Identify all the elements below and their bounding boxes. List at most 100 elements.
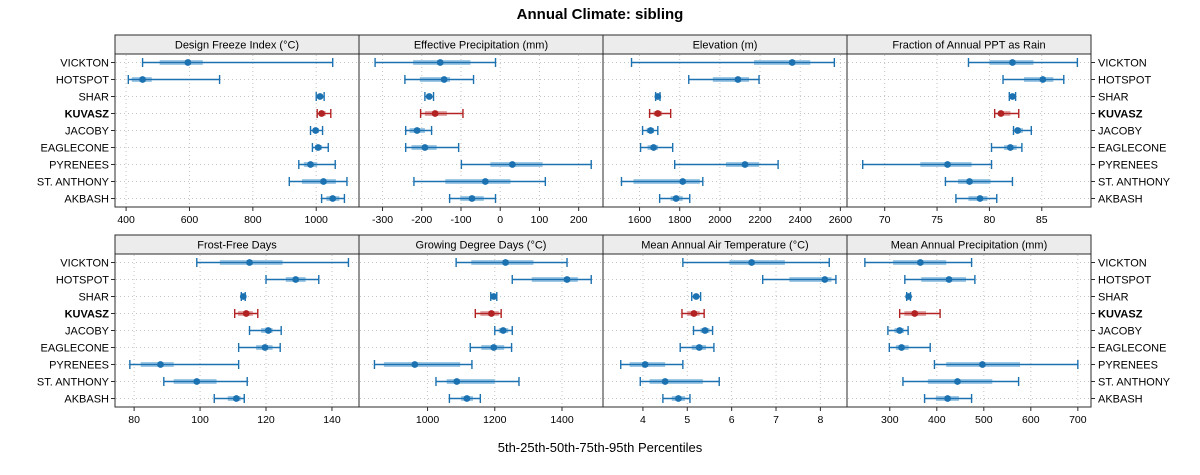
panel: Elevation (m) 1600 1800 2000 2200 2400 2600 bbox=[602, 34, 852, 226]
interval-row bbox=[967, 58, 1079, 67]
site-label-right: AKBASH bbox=[1098, 194, 1143, 206]
panel-strip-title: Mean Annual Air Temperature (°C) bbox=[641, 240, 808, 252]
interval-row bbox=[213, 394, 245, 403]
interval-row bbox=[993, 109, 1020, 118]
interval-row bbox=[316, 109, 332, 118]
median-dot bbox=[905, 293, 912, 300]
median-dot bbox=[508, 161, 516, 168]
median-dot bbox=[436, 59, 444, 66]
interval-row bbox=[413, 177, 547, 186]
interval-row bbox=[265, 275, 320, 284]
site-label-left: SHAR bbox=[78, 292, 109, 304]
x-tick-label: 5 bbox=[684, 414, 690, 426]
x-tick-label: 2200 bbox=[748, 214, 772, 226]
median-dot bbox=[672, 195, 680, 202]
panel-strip-title: Frost-Free Days bbox=[197, 240, 277, 252]
site-label-left: ST. ANTHONY bbox=[37, 177, 110, 189]
interval-row bbox=[682, 258, 830, 267]
median-dot bbox=[481, 178, 489, 185]
median-dot bbox=[898, 344, 905, 351]
interval-row bbox=[990, 143, 1023, 152]
x-tick-label: 300 bbox=[881, 414, 899, 426]
interval-row bbox=[864, 258, 973, 267]
median-dot bbox=[675, 395, 682, 402]
x-tick-label: 200 bbox=[570, 214, 588, 226]
x-tick-label: 85 bbox=[1036, 214, 1048, 226]
median-dot bbox=[499, 327, 507, 334]
median-dot bbox=[679, 178, 687, 185]
x-tick-label: 1000 bbox=[305, 214, 329, 226]
interval-row bbox=[239, 292, 247, 301]
site-label-right: PYRENEES bbox=[1098, 360, 1158, 372]
interval-row bbox=[641, 126, 659, 135]
x-tick-label: -200 bbox=[411, 214, 432, 226]
interval-row bbox=[419, 109, 464, 118]
x-tick-label: 400 bbox=[928, 414, 946, 426]
x-tick-label: 600 bbox=[1022, 414, 1040, 426]
x-tick-label: 75 bbox=[931, 214, 943, 226]
site-label-right: JACOBY bbox=[1098, 126, 1143, 138]
median-dot bbox=[232, 395, 240, 402]
interval-row bbox=[448, 194, 497, 203]
median-dot bbox=[654, 93, 662, 100]
x-tick-label: 80 bbox=[984, 214, 996, 226]
interval-row bbox=[129, 360, 240, 369]
interval-row bbox=[923, 394, 973, 403]
site-label-right: ST. ANTHONY bbox=[1098, 177, 1171, 189]
interval-row bbox=[469, 343, 513, 352]
site-label-left: VICKTON bbox=[60, 258, 109, 270]
interval-row bbox=[679, 343, 715, 352]
median-dot bbox=[490, 293, 498, 300]
site-label-left: SHAR bbox=[78, 92, 109, 104]
panel-strip-title: Elevation (m) bbox=[693, 40, 758, 52]
site-label-left: HOTSPOT bbox=[56, 75, 109, 87]
median-dot bbox=[954, 378, 961, 385]
median-dot bbox=[821, 276, 829, 283]
x-tick-label: 140 bbox=[323, 414, 341, 426]
median-dot bbox=[1014, 127, 1022, 134]
interval-row bbox=[315, 92, 325, 101]
site-label-right: SHAR bbox=[1098, 292, 1129, 304]
x-tick-label: -300 bbox=[372, 214, 393, 226]
median-dot bbox=[320, 178, 327, 185]
interval-row bbox=[944, 177, 1014, 186]
median-dot bbox=[641, 361, 649, 368]
median-dot bbox=[329, 195, 337, 202]
interval-row bbox=[163, 377, 248, 386]
interval-row bbox=[898, 309, 941, 318]
median-dot bbox=[741, 161, 749, 168]
x-axis-caption: 5th-25th-50th-75th-95th Percentiles bbox=[497, 440, 703, 455]
median-dot bbox=[193, 378, 201, 385]
panel: Growing Degree Days (°C) 1000 1200 1400 bbox=[358, 234, 604, 426]
panel-strip-title: Growing Degree Days (°C) bbox=[416, 240, 547, 252]
interval-row bbox=[662, 394, 691, 403]
interval-row bbox=[692, 326, 714, 335]
site-label-right: EAGLECONE bbox=[1098, 143, 1166, 155]
median-dot bbox=[421, 144, 429, 151]
interval-row bbox=[490, 292, 498, 301]
interval-row bbox=[141, 58, 334, 67]
interval-row bbox=[902, 377, 1020, 386]
interval-row bbox=[862, 160, 993, 169]
site-label-right: VICKTON bbox=[1098, 58, 1147, 70]
site-label-left: KUVASZ bbox=[65, 309, 110, 321]
median-dot bbox=[563, 276, 571, 283]
x-tick-label: 1600 bbox=[628, 214, 652, 226]
interval-row bbox=[511, 275, 592, 284]
interval-row bbox=[311, 143, 329, 152]
site-label-left: AKBASH bbox=[64, 394, 109, 406]
interval-row bbox=[298, 160, 336, 169]
median-dot bbox=[978, 361, 986, 368]
median-dot bbox=[1039, 76, 1047, 83]
site-label-right: VICKTON bbox=[1098, 258, 1147, 270]
median-dot bbox=[463, 395, 471, 402]
median-dot bbox=[502, 259, 509, 266]
site-label-left: JACOBY bbox=[65, 126, 110, 138]
x-tick-label: 500 bbox=[975, 414, 993, 426]
chart-title: Annual Climate: sibling bbox=[516, 6, 684, 23]
site-label-right: EAGLECONE bbox=[1098, 343, 1166, 355]
interval-row bbox=[474, 309, 502, 318]
site-label-left: EAGLECONE bbox=[41, 343, 109, 355]
site-label-right: ST. ANTHONY bbox=[1098, 377, 1171, 389]
